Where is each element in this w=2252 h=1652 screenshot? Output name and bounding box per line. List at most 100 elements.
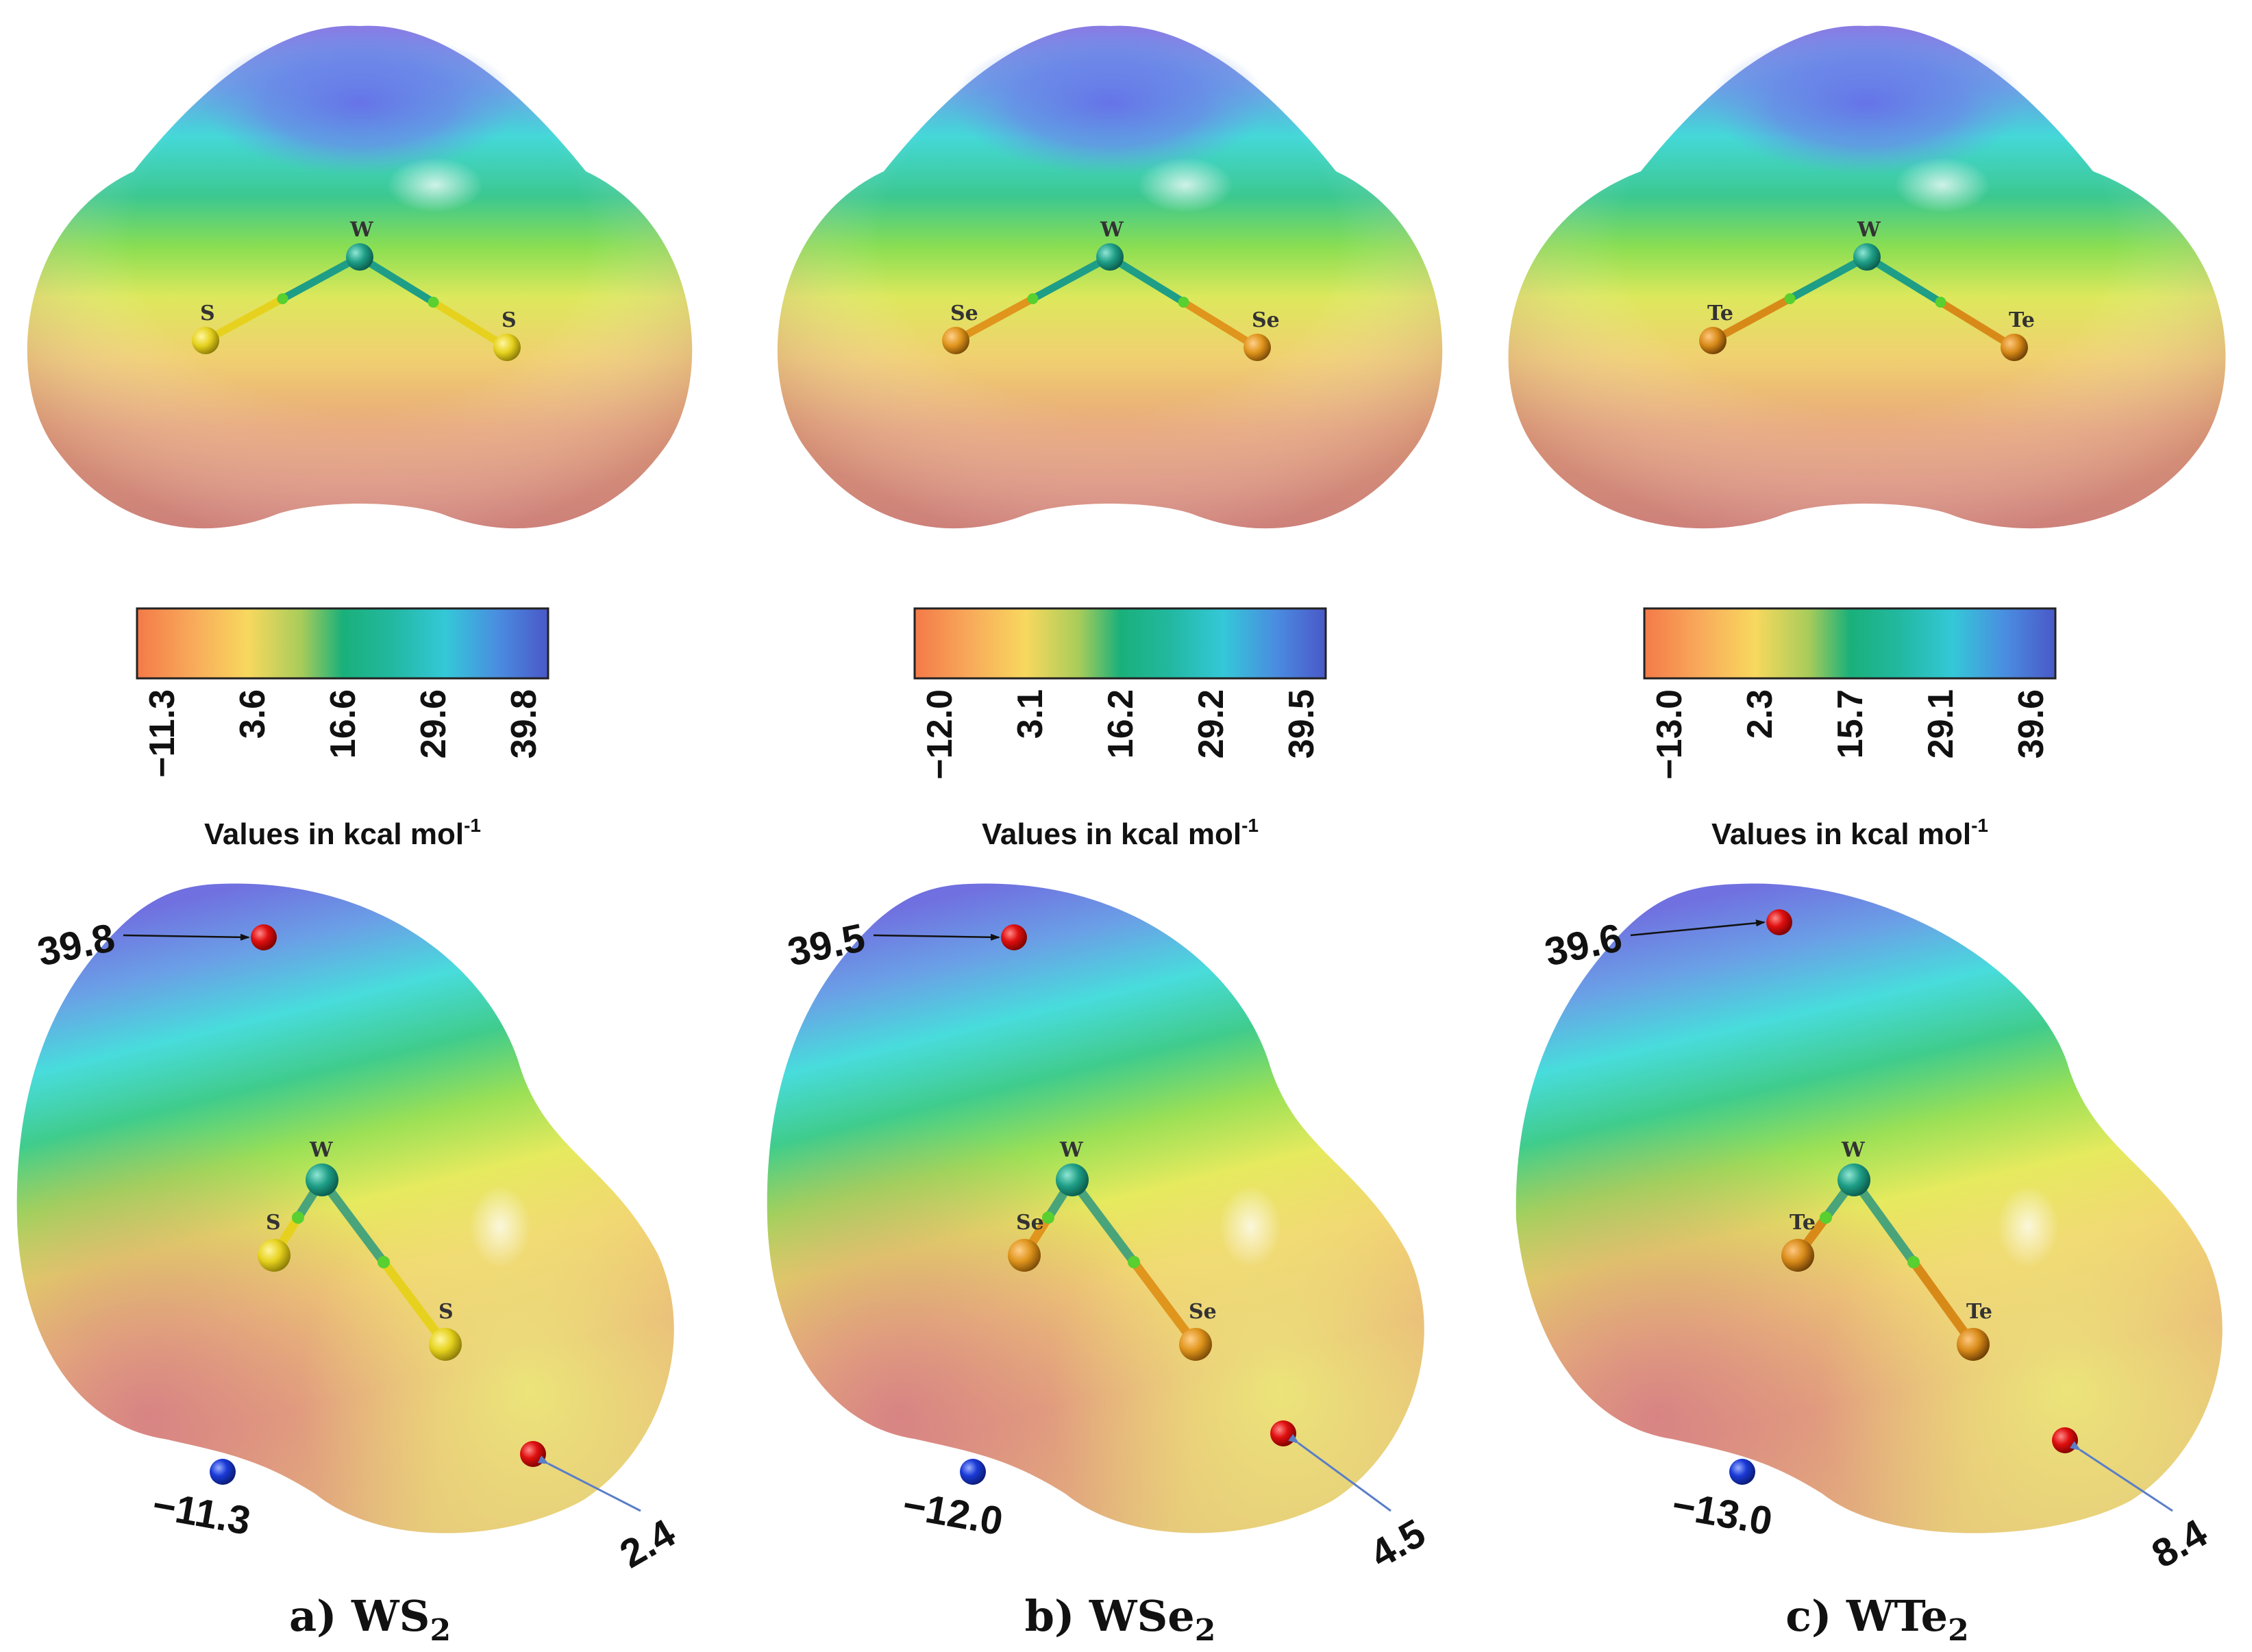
metal-atom bbox=[1056, 1163, 1089, 1196]
caption-prefix: a) bbox=[289, 1591, 351, 1641]
bond-metal-half bbox=[1029, 253, 1114, 303]
bond-chalcogen-half bbox=[379, 1257, 450, 1349]
vs-local-arrow bbox=[1288, 1433, 1391, 1512]
bond-chalcogen-half bbox=[1937, 298, 2018, 352]
metal-label: W bbox=[1857, 218, 1881, 242]
bond-critical-point bbox=[428, 297, 439, 308]
chalcogen-atom-right bbox=[1243, 334, 1271, 361]
vs-local-arrow bbox=[537, 1455, 641, 1512]
chalcogen-label-left: Te bbox=[1707, 301, 1733, 325]
vs-local-label: 2.4 bbox=[613, 1511, 682, 1577]
caption-formula: WTe bbox=[1846, 1591, 1948, 1641]
chalcogen-label-left: S bbox=[200, 301, 215, 325]
molecule-rotated: W Se Se bbox=[1008, 1138, 1217, 1361]
bond-chalcogen-half bbox=[201, 295, 286, 345]
chalcogen-atom-left bbox=[1008, 1239, 1041, 1272]
color-bar-gradient bbox=[136, 607, 549, 680]
bond-critical-point bbox=[292, 1211, 304, 1224]
front-specular-highlight bbox=[1894, 158, 1990, 212]
color-bar-tick-label: −12.0 bbox=[920, 689, 960, 780]
color-bar-tick-label: −11.3 bbox=[143, 689, 182, 778]
color-scale-bar: −13.0 2.3 15.7 29.1 39.6 Values in kcal mol-1 bbox=[1643, 607, 2057, 851]
metal-label: W bbox=[349, 218, 374, 242]
metal-atom bbox=[1838, 1163, 1870, 1196]
molecule-front: W S S bbox=[192, 218, 521, 361]
chalcogen-atom-left bbox=[258, 1239, 290, 1272]
bond-metal-half bbox=[356, 253, 437, 306]
chalcogen-atom-right bbox=[493, 334, 521, 361]
bond-chalcogen-half bbox=[1129, 1257, 1200, 1349]
front-surface-shade bbox=[27, 25, 693, 529]
molecule-front: W Se Se bbox=[942, 218, 1280, 361]
chalcogen-atom-right bbox=[1179, 1328, 1212, 1361]
color-bar-tick-label: 16.6 bbox=[323, 689, 363, 759]
esp-surface-front: W S S bbox=[27, 25, 693, 529]
bond-metal-half bbox=[1106, 253, 1187, 306]
color-bar-tick-label: 29.1 bbox=[1921, 689, 1961, 759]
esp-surface-front: W Te Te bbox=[1508, 25, 2226, 529]
vs-local-label: 8.4 bbox=[2144, 1511, 2214, 1577]
metal-label: W bbox=[309, 1138, 334, 1162]
units-superscript: -1 bbox=[1241, 815, 1259, 836]
front-specular-highlight bbox=[1137, 158, 1233, 212]
color-bar-tick-label: 3.1 bbox=[1011, 689, 1050, 739]
metal-atom bbox=[1096, 243, 1124, 271]
vs-min-label: −13.0 bbox=[1669, 1483, 1776, 1544]
vs-min-point bbox=[210, 1459, 236, 1485]
metal-label: W bbox=[1059, 1138, 1084, 1162]
bond-chalcogen-half bbox=[1709, 295, 1794, 345]
bond-metal-half bbox=[1067, 1175, 1139, 1267]
vs-local-max-point bbox=[2052, 1427, 2078, 1453]
bond-critical-point bbox=[1820, 1211, 1832, 1224]
caption-subscript: 2 bbox=[1948, 1613, 1969, 1648]
front-positive-cap bbox=[952, 31, 1267, 175]
front-positive-cap bbox=[1709, 31, 2025, 175]
color-bar-tick-label: 3.6 bbox=[233, 689, 273, 739]
units-text: Values in kcal mol bbox=[1711, 817, 1971, 851]
metal-label: W bbox=[1841, 1138, 1866, 1162]
bond-chalcogen-half bbox=[430, 298, 511, 352]
bond-critical-point bbox=[1042, 1211, 1054, 1224]
vs-max-point bbox=[1001, 924, 1027, 950]
units-superscript: -1 bbox=[1971, 815, 1988, 836]
caption-prefix: c) bbox=[1785, 1591, 1846, 1641]
chalcogen-atom-left bbox=[942, 327, 969, 354]
color-bar-tick-label: 39.5 bbox=[1282, 689, 1322, 759]
rotated-specular-highlight bbox=[1997, 1185, 2059, 1268]
vs-local-arrow bbox=[2070, 1441, 2173, 1512]
bond-critical-point bbox=[1935, 297, 1946, 308]
vs-max-point bbox=[251, 924, 277, 950]
vs-max-point bbox=[1766, 909, 1792, 935]
molecule-front: W Te Te bbox=[1699, 218, 2035, 361]
color-bar-tick-label: −13.0 bbox=[1650, 689, 1690, 780]
chalcogen-label-right: S bbox=[502, 308, 517, 332]
bond-chalcogen-half bbox=[1180, 298, 1261, 352]
front-specular-highlight bbox=[387, 158, 483, 212]
molecule-rotated: W Te Te bbox=[1781, 1138, 1992, 1361]
vs-max-arrow bbox=[123, 933, 250, 941]
chalcogen-atom-right bbox=[1957, 1328, 1990, 1361]
bond-metal-half bbox=[317, 1175, 388, 1267]
units-label: Values in kcal mol-1 bbox=[204, 815, 481, 851]
chalcogen-atom-left bbox=[1781, 1239, 1814, 1272]
color-bar-gradient bbox=[1643, 607, 2057, 680]
chalcogen-atom-right bbox=[2001, 334, 2028, 361]
color-bar-tick-label: 29.6 bbox=[414, 689, 454, 759]
bond-critical-point bbox=[1178, 297, 1189, 308]
panel-caption: c) WTe2 bbox=[1785, 1591, 1968, 1648]
chalcogen-atom-left bbox=[1699, 327, 1727, 354]
bond-critical-point bbox=[1128, 1256, 1140, 1268]
chalcogen-label-right: S bbox=[438, 1300, 454, 1324]
bond-metal-half bbox=[279, 253, 364, 303]
caption-formula: WSe bbox=[1089, 1591, 1195, 1641]
bond-metal-half bbox=[1849, 1175, 1918, 1267]
color-bar-tick-label: 39.6 bbox=[2012, 689, 2051, 759]
rotated-specular-highlight bbox=[469, 1185, 531, 1268]
chalcogen-label-left: S bbox=[266, 1211, 281, 1235]
chalcogen-label-right: Te bbox=[1966, 1300, 1992, 1324]
